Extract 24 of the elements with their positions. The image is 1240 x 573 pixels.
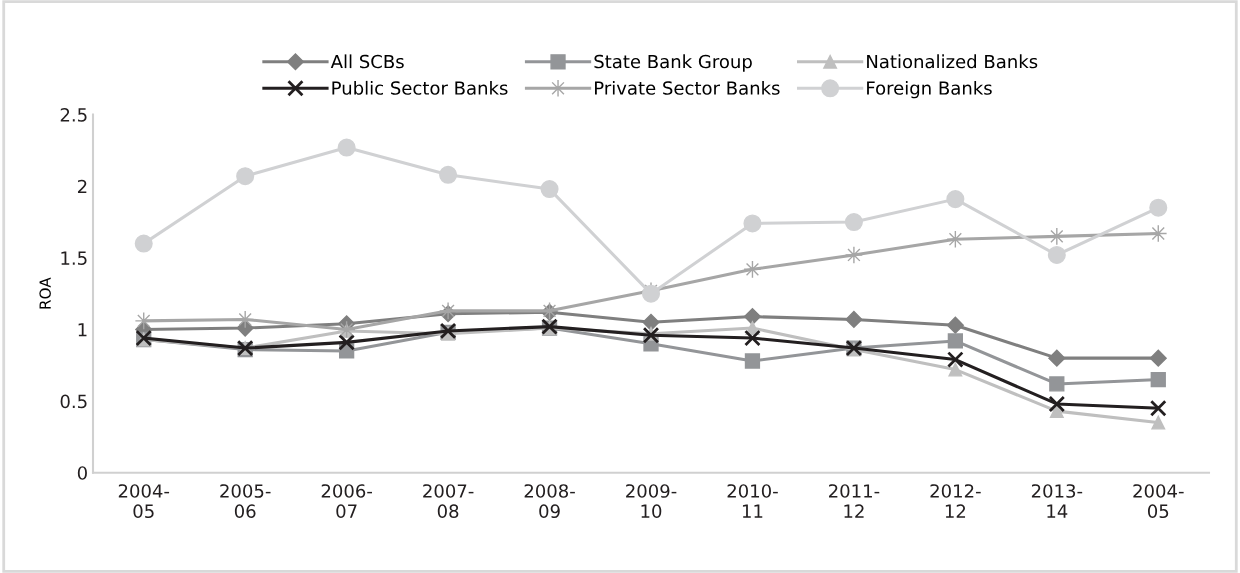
x-tick-label: 2007- 08 (423, 484, 474, 519)
x-tick-label: 2010- 11 (727, 484, 778, 518)
x-tick-label: 2006- 07 (321, 484, 372, 519)
legend-label: Foreign Banks (867, 80, 992, 99)
y-axis-title: ROA (39, 277, 51, 309)
x-tick-label: 2004- 05 (118, 484, 170, 519)
y-tick-label: 1.5 (61, 251, 87, 265)
legend-label: State Bank Group (594, 54, 752, 72)
x-tick-label: 2009- 10 (626, 484, 677, 519)
y-tick-label: 0.5 (60, 394, 87, 409)
legend-label: Nationalized Banks (867, 54, 1038, 69)
x-tick-label: 2013- 14 (1031, 484, 1083, 518)
legend-label: Public Sector Banks (332, 80, 508, 95)
y-tick-label: 2 (77, 179, 87, 194)
y-tick-label: 1 (78, 323, 87, 337)
legend-label: All SCBs (330, 54, 404, 69)
y-tick-label: 2.5 (60, 108, 87, 122)
x-tick-label: 2004- 05 (1133, 484, 1184, 519)
y-tick-label: 0 (77, 466, 87, 480)
x-tick-label: 2012- 12 (930, 484, 981, 518)
x-tick-label: 2005- 06 (220, 484, 271, 519)
x-tick-label: 2008- 09 (524, 484, 575, 519)
x-tick-label: 2011- 12 (829, 484, 880, 518)
legend-label: Private Sector Banks (595, 80, 780, 95)
